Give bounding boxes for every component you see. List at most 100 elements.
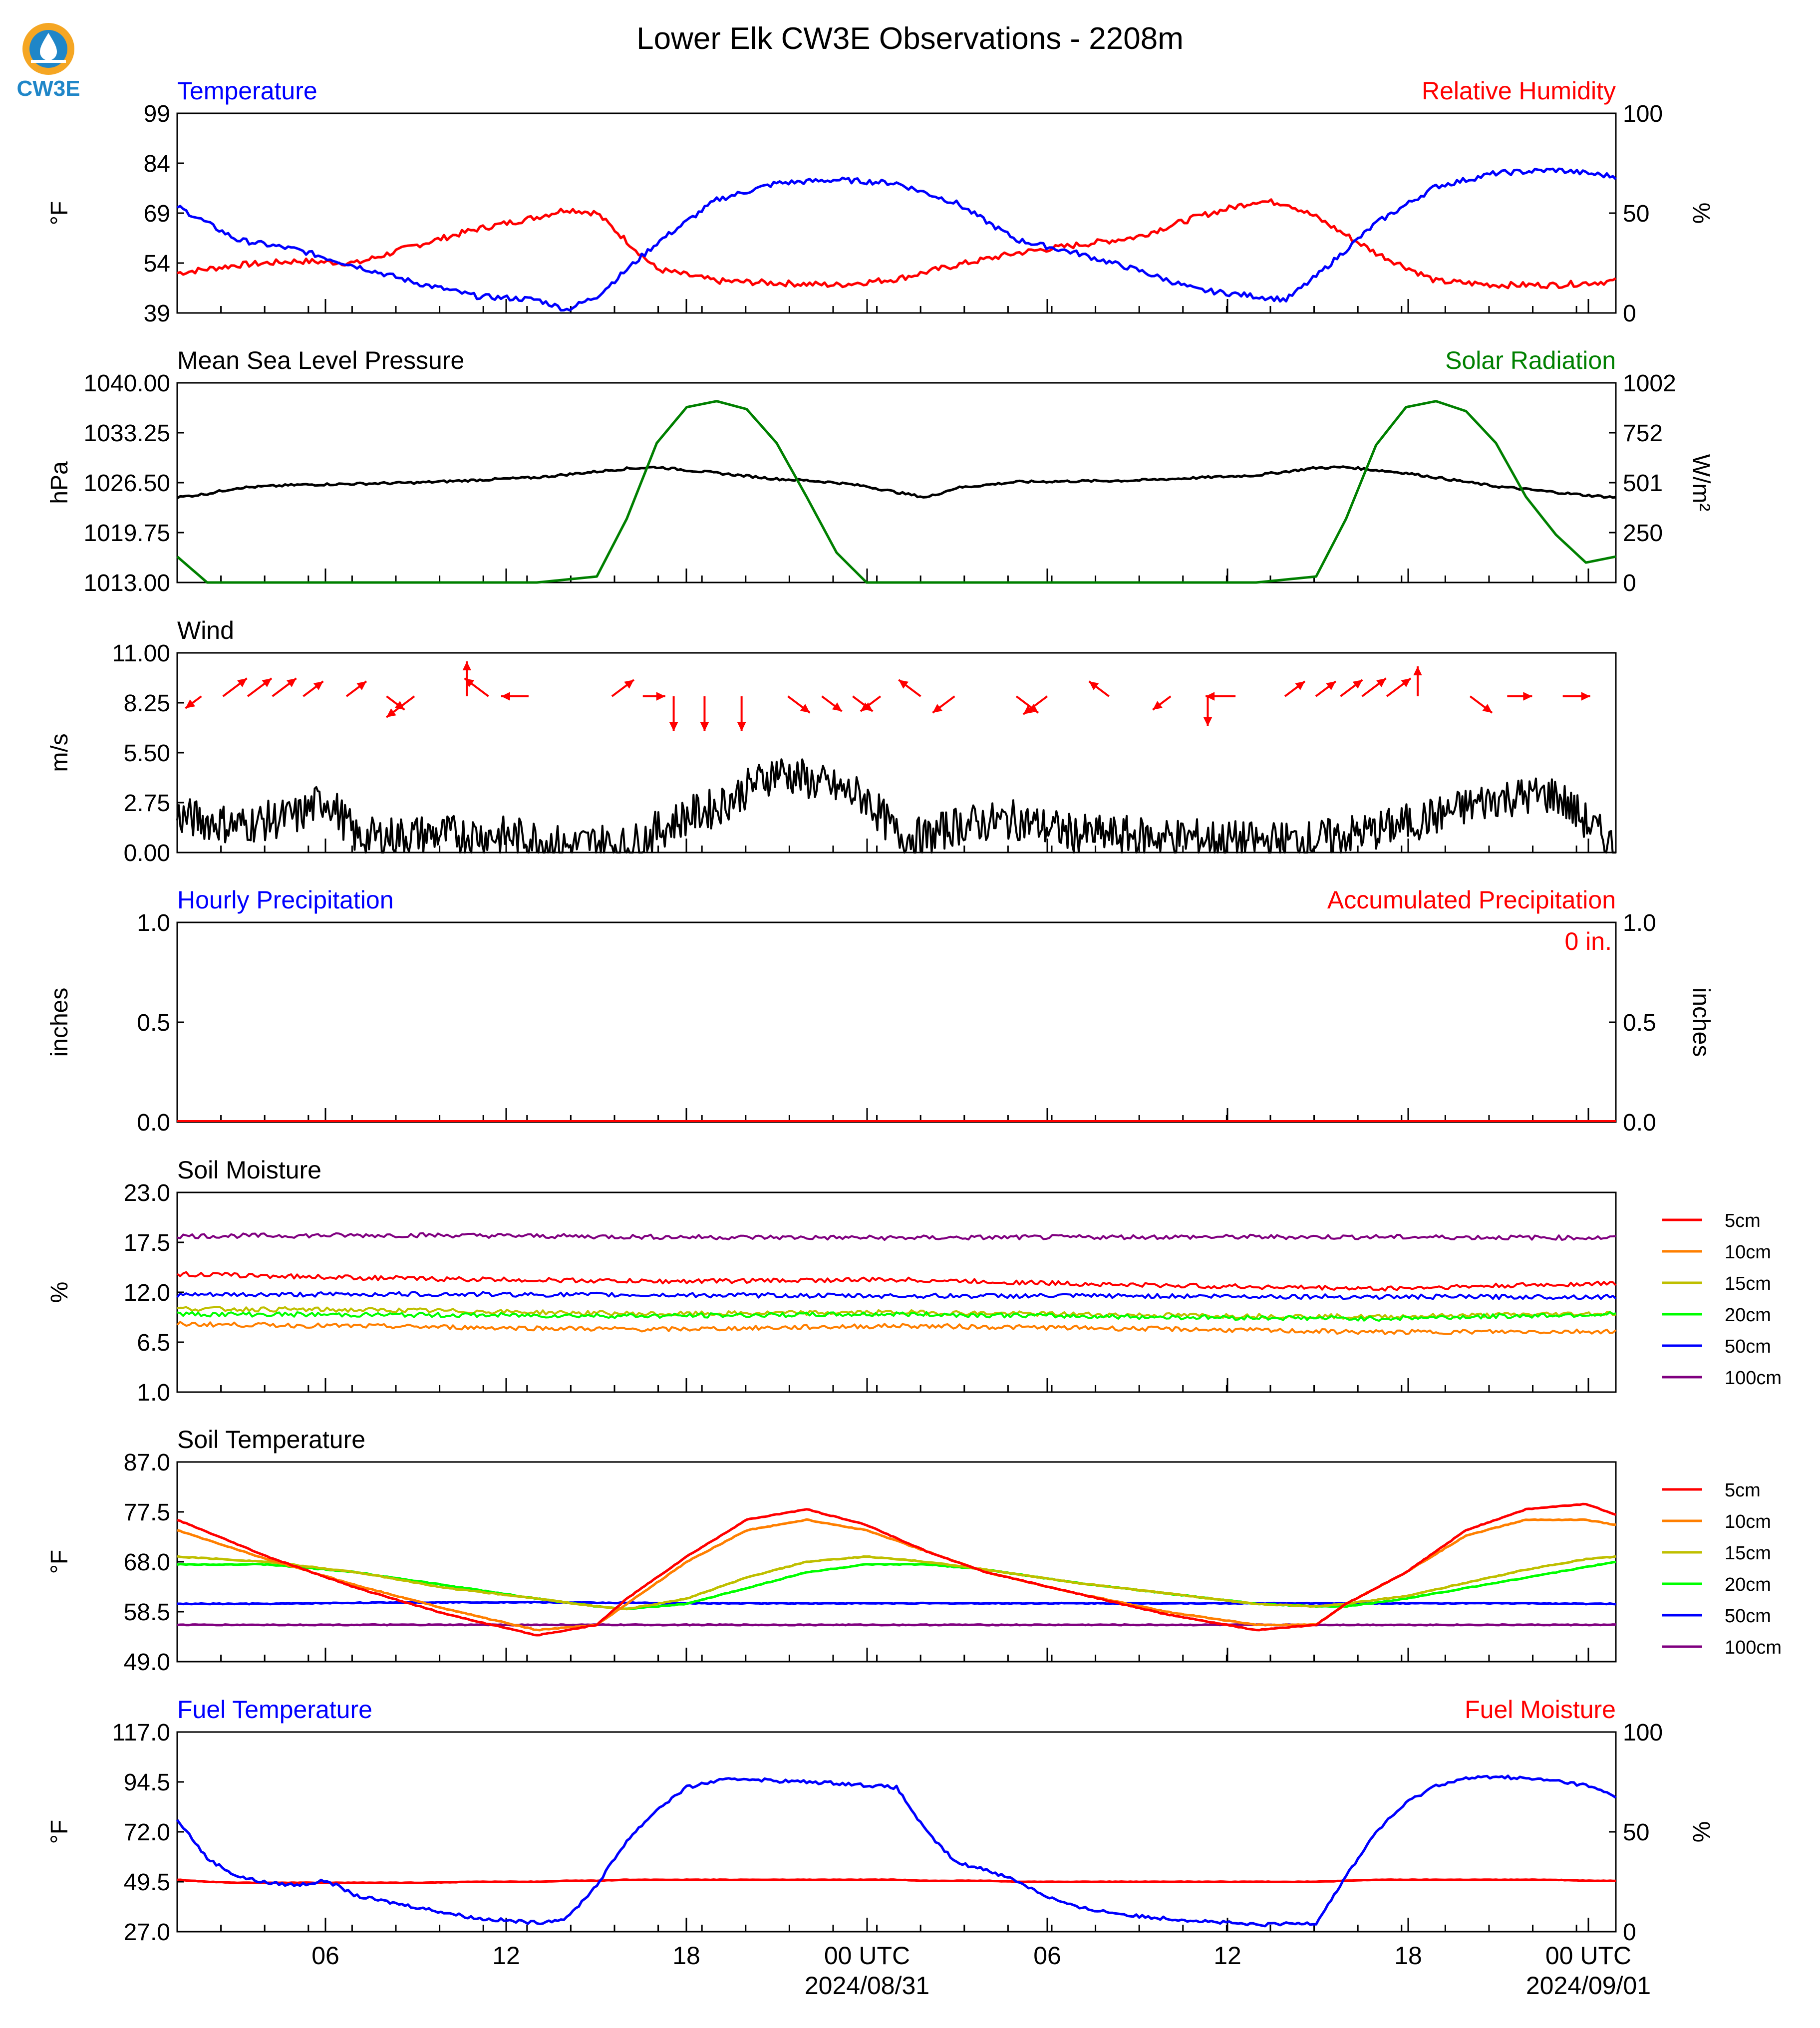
wind-arrow-head <box>464 678 475 687</box>
y-tick-label: 99 <box>144 101 170 127</box>
wind-arrow <box>1340 679 1363 697</box>
wind-arrow-head <box>287 678 297 687</box>
wind-arrow <box>272 677 297 697</box>
y-tick-label: 17.5 <box>124 1230 170 1256</box>
y-tick-label: 84 <box>144 151 170 177</box>
y-tick-label: 54 <box>144 251 170 277</box>
legend-label: 100cm <box>1725 1368 1782 1389</box>
plot-frame <box>176 1461 1617 1663</box>
panel-title: Temperature <box>177 77 317 105</box>
wind-arrow <box>501 692 529 701</box>
pressure-line <box>176 465 1616 500</box>
y2-tick-label: 501 <box>1623 470 1663 497</box>
wind-arrow <box>1469 695 1493 714</box>
x-tick-label: 18 <box>672 1942 700 1970</box>
wind-arrow <box>1152 695 1172 711</box>
wind-arrow-head <box>1023 705 1033 714</box>
panel-right-title: Accumulated Precipitation <box>1327 886 1616 914</box>
wind-arrow-head <box>800 704 810 713</box>
panel-right-title: Fuel Moisture <box>1465 1696 1616 1724</box>
y-tick-label: 2.75 <box>124 790 170 817</box>
y-tick-label: 1013.00 <box>83 570 170 596</box>
x-tick-label: 12 <box>1213 1942 1241 1970</box>
panel-title: Soil Moisture <box>177 1156 321 1184</box>
wind-arrow <box>247 677 273 697</box>
y2-axis-label: W/m² <box>1688 454 1714 512</box>
legend-label: 5cm <box>1725 1480 1761 1501</box>
y-axis-label: °F <box>46 1820 73 1844</box>
wind-arrow-head <box>262 678 272 687</box>
wind-arrow <box>737 696 746 731</box>
wind-arrow <box>669 696 678 731</box>
wind-arrow-head <box>832 702 842 711</box>
y2-axis-label: % <box>1688 1821 1714 1843</box>
y-tick-label: 1026.50 <box>83 470 170 497</box>
wind-arrow-head <box>1401 678 1411 687</box>
wind-arrow-head <box>669 722 678 731</box>
wind-arrow-head <box>313 681 323 690</box>
soil-moisture-50cm-line <box>176 1291 1617 1300</box>
wind-arrow-head <box>1581 692 1590 701</box>
accum-precip-label: 0 in. <box>1564 927 1612 955</box>
y2-tick-label: 100 <box>1623 101 1663 127</box>
wind-arrow-head <box>462 661 471 671</box>
plot-frame <box>176 921 1617 1123</box>
wind-arrow <box>1088 680 1110 697</box>
panel-pressure: 1040.00 1033.25 1026.50 1019.75 1013.00 1002 7… <box>46 346 1714 596</box>
plot-frame <box>176 112 1617 314</box>
y-tick-label: 0.00 <box>124 840 170 867</box>
wind-arrow-head <box>1326 681 1336 690</box>
y-axis-label: inches <box>46 988 73 1057</box>
wind-arrow-head <box>1482 704 1493 713</box>
y-tick-label: 49.5 <box>124 1869 170 1896</box>
wind-arrow <box>1562 692 1590 701</box>
wind-arrow <box>1315 680 1337 697</box>
wind-arrow-head <box>356 681 367 690</box>
y-tick-label: 8.25 <box>124 690 170 717</box>
wind-arrow <box>386 695 405 711</box>
y-axis-label: °F <box>46 201 73 226</box>
wind-arrow <box>345 680 367 697</box>
fuel-temperature-line <box>176 1774 1617 1928</box>
y-tick-label: 1.0 <box>137 1380 170 1406</box>
logo-drop-icon <box>40 33 57 60</box>
legend-label: 20cm <box>1725 1574 1771 1595</box>
panel-wind: 11.00 8.25 5.50 2.75 0.00 Wind m/s <box>46 616 1617 867</box>
y-tick-label: 1040.00 <box>83 370 170 397</box>
legend-label: 100cm <box>1725 1637 1782 1658</box>
y-tick-label: 117.0 <box>112 1720 170 1746</box>
fuel-moisture-line <box>177 1878 1616 1884</box>
y2-tick-label: 250 <box>1623 520 1663 547</box>
y-tick-label: 0.0 <box>137 1110 170 1136</box>
wind-arrow-head <box>624 680 634 689</box>
x-tick-label: 00 UTC <box>824 1942 910 1970</box>
wind-arrow <box>1284 680 1306 697</box>
y-tick-label: 94.5 <box>124 1769 170 1796</box>
wind-arrow-head <box>700 722 709 731</box>
logo-text: CW3E <box>16 76 80 101</box>
panel-precip: 1.0 0.5 0.0 1.0 0.5 0.0 Hourly Precipitation Ac… <box>46 886 1714 1136</box>
wind-arrow <box>1413 666 1422 696</box>
y2-tick-label: 50 <box>1623 1819 1649 1846</box>
y-tick-label: 5.50 <box>124 740 170 767</box>
wind-arrow <box>1361 677 1387 697</box>
panel-title: Wind <box>177 616 234 644</box>
x-tick-label: 00 UTC <box>1545 1942 1631 1970</box>
y-tick-label: 1019.75 <box>83 520 170 547</box>
y-tick-label: 69 <box>144 201 170 227</box>
wind-speed-line <box>176 758 1616 854</box>
y2-tick-label: 0 <box>1623 570 1636 596</box>
panel-fuel: 117.0 94.5 72.0 49.5 27.0 100 50 0 Fuel Temperat… <box>46 1696 1714 1946</box>
y2-tick-label: 0.0 <box>1623 1110 1656 1136</box>
wind-arrow <box>787 695 811 714</box>
wind-arrow-head <box>1206 692 1215 701</box>
y2-tick-label: 0.5 <box>1623 1010 1656 1036</box>
cw3e-logo: CW3E <box>16 23 80 101</box>
logo-wave-icon <box>31 60 66 63</box>
panel-right-title: Relative Humidity <box>1422 77 1616 105</box>
legend-label: 15cm <box>1725 1273 1771 1294</box>
panel-right-title: Solar Radiation <box>1445 346 1616 374</box>
wind-arrow <box>385 695 415 718</box>
wind-arrow-head <box>932 704 942 713</box>
